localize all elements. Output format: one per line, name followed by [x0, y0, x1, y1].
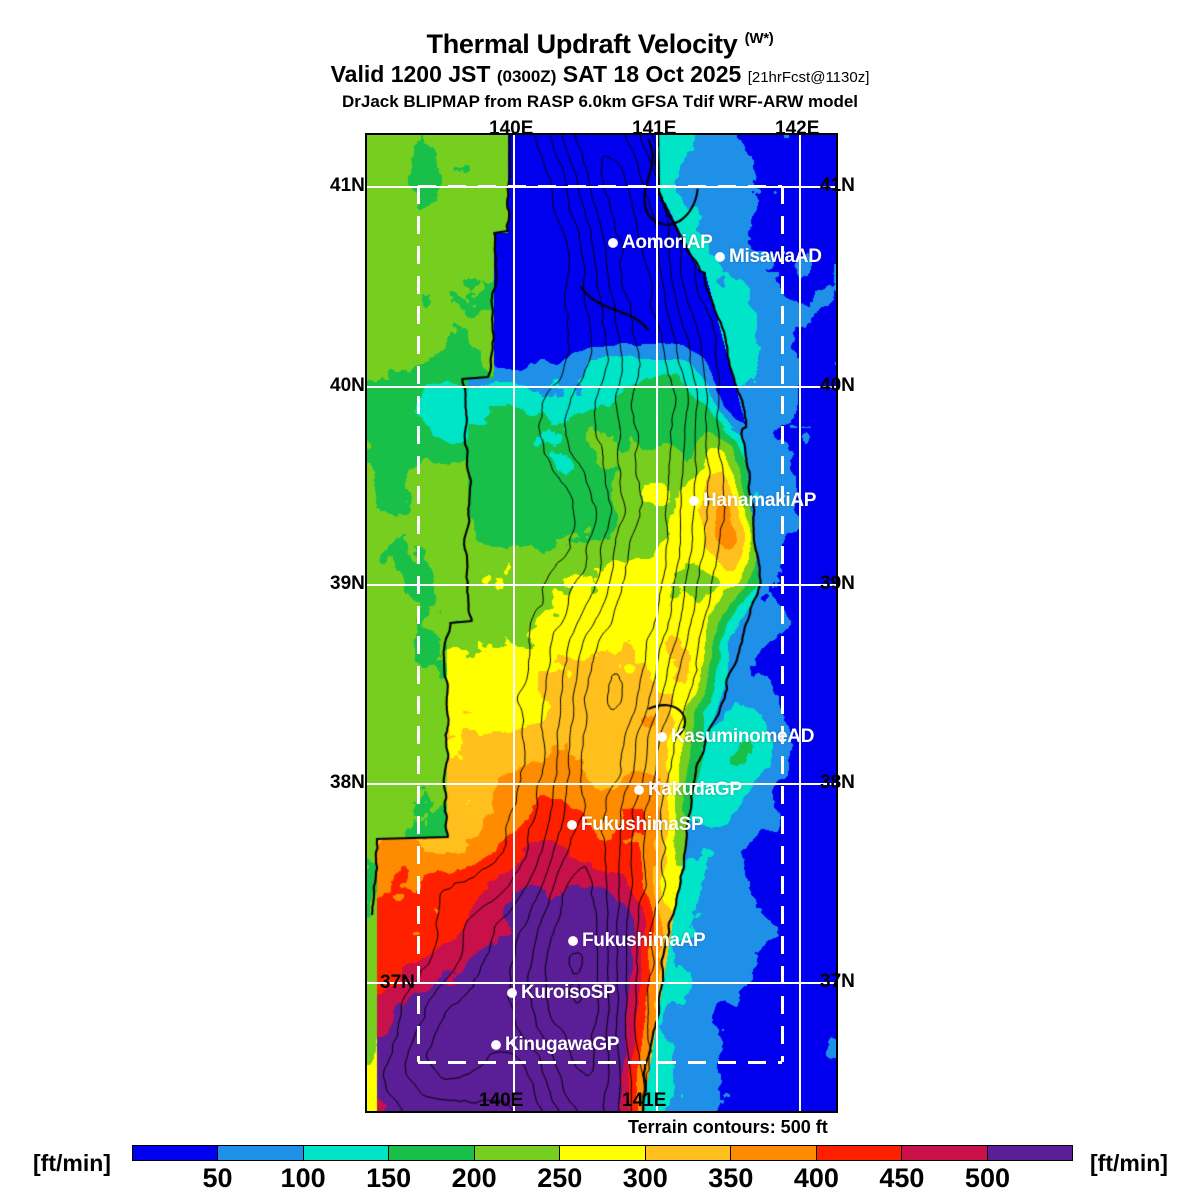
subdomain-box-bottom — [418, 1061, 782, 1064]
colorbar-segment-9 — [902, 1146, 988, 1160]
thermal-updraft-raster — [367, 135, 836, 1111]
colorbar-segment-7 — [731, 1146, 817, 1160]
station-label: KinugawaGP — [505, 1034, 620, 1055]
station-kuroisosp[interactable]: KuroisoSP — [508, 982, 616, 1004]
colorbar-unit-left: [ft/min] — [33, 1150, 111, 1176]
gridline-lat-40 — [367, 386, 836, 388]
colorbar-segment-6 — [645, 1146, 732, 1160]
valid-date: SAT 18 Oct 2025 — [562, 61, 742, 87]
station-label: KasuminomeAD — [671, 726, 815, 747]
colorbar-tick-50: 50 — [202, 1163, 233, 1193]
valid-local-time: Valid 1200 JST — [330, 61, 491, 87]
colorbar-unit-right: [ft/min] — [1090, 1150, 1168, 1176]
station-marker-icon — [658, 733, 666, 741]
station-label: AomoriAP — [622, 232, 713, 253]
lat-label-40-left: 40N — [330, 375, 365, 396]
title-text: Thermal Updraft Velocity — [426, 29, 738, 59]
valid-utc-time: (0300Z) — [496, 67, 557, 86]
colorbar-segment-5 — [560, 1146, 646, 1160]
lon-label-142-top: 142E — [775, 118, 820, 139]
station-kinugawagp[interactable]: KinugawaGP — [492, 1034, 619, 1056]
station-fukushimasp[interactable]: FukushimaSP — [568, 814, 704, 836]
terrain-contour-note: Terrain contours: 500 ft — [628, 1117, 828, 1137]
lat-label-37-right: 37N — [820, 971, 855, 992]
valid-time-line: Valid 1200 JST (0300Z) SAT 18 Oct 2025 [… — [0, 61, 1200, 91]
model-description: DrJack BLIPMAP from RASP 6.0km GFSA Tdif… — [341, 92, 859, 111]
lon-label-141-top: 141E — [632, 118, 677, 139]
colorbar-tick-450: 450 — [879, 1163, 925, 1193]
gridline-lon-140 — [513, 135, 515, 1111]
colorbar[interactable] — [132, 1145, 1073, 1161]
forecast-tag: [21hrFcst@1130z] — [747, 69, 870, 86]
station-label: MisawaAD — [729, 246, 822, 267]
gridline-lon-141 — [656, 135, 658, 1111]
colorbar-tick-100: 100 — [280, 1163, 326, 1193]
colorbar-segment-4 — [474, 1146, 561, 1160]
colorbar-tick-250: 250 — [537, 1163, 583, 1193]
header-block: Thermal Updraft Velocity (W*) Valid 1200… — [0, 0, 1200, 113]
station-marker-icon — [635, 786, 643, 794]
lon-label-140-top: 140E — [489, 118, 534, 139]
station-label: FukushimaSP — [581, 814, 704, 835]
station-label: HanamakiAP — [703, 490, 817, 511]
station-marker-icon — [568, 821, 576, 829]
colorbar-segment-1 — [218, 1146, 304, 1160]
subdomain-box-left — [417, 186, 420, 1062]
subdomain-box-top — [418, 185, 782, 188]
station-label: KakudaGP — [648, 779, 742, 800]
station-misawaad[interactable]: MisawaAD — [716, 246, 822, 268]
station-hanamakiap[interactable]: HanamakiAP — [690, 490, 816, 512]
lat-label-38-left: 38N — [330, 772, 365, 793]
station-marker-icon — [492, 1041, 500, 1049]
station-label: KuroisoSP — [521, 982, 616, 1003]
lat-label-38-right: 38N — [820, 772, 855, 793]
lat-label-39-right: 39N — [820, 573, 855, 594]
station-label: FukushimaAP — [582, 930, 706, 951]
station-marker-icon — [508, 989, 516, 997]
station-marker-icon — [690, 497, 698, 505]
colorbar-tick-150: 150 — [366, 1163, 412, 1193]
lat-label-41-left: 41N — [330, 175, 365, 196]
page-title: Thermal Updraft Velocity (W*) — [0, 0, 1200, 61]
colorbar-segment-3 — [389, 1146, 475, 1160]
lon-label-141-bottom: 141E — [622, 1090, 667, 1111]
station-marker-icon — [716, 253, 724, 261]
gridline-lat-37 — [367, 982, 836, 984]
title-superscript: (W*) — [744, 30, 774, 47]
gridline-lat-38 — [367, 783, 836, 785]
colorbar-segment-10 — [987, 1146, 1072, 1160]
station-kakudagp[interactable]: KakudaGP — [635, 779, 742, 801]
colorbar-segment-2 — [303, 1146, 390, 1160]
gridline-lon-142 — [799, 135, 801, 1111]
colorbar-tick-500: 500 — [964, 1163, 1010, 1193]
station-fukushimaap[interactable]: FukushimaAP — [569, 930, 706, 952]
station-marker-icon — [569, 937, 577, 945]
colorbar-tick-200: 200 — [451, 1163, 497, 1193]
station-kasuminomead[interactable]: KasuminomeAD — [658, 726, 814, 748]
colorbar-tick-400: 400 — [793, 1163, 839, 1193]
colorbar-segment-8 — [816, 1146, 903, 1160]
station-marker-icon — [609, 239, 617, 247]
colorbar-tick-300: 300 — [622, 1163, 668, 1193]
colorbar-segment-0 — [133, 1146, 219, 1160]
station-aomoriap[interactable]: AomoriAP — [609, 232, 713, 254]
gridline-lat-39 — [367, 584, 836, 586]
map-plot-area[interactable]: AomoriAP MisawaAD HanamakiAP KasuminomeA… — [365, 133, 838, 1113]
lon-label-140-bottom: 140E — [479, 1090, 524, 1111]
lat-label-37-inside: 37N — [380, 972, 415, 993]
lat-label-39-left: 39N — [330, 573, 365, 594]
subdomain-box-right — [781, 186, 784, 1062]
lat-label-40-right: 40N — [820, 375, 855, 396]
lat-label-41-right: 41N — [820, 175, 855, 196]
colorbar-tick-350: 350 — [708, 1163, 754, 1193]
